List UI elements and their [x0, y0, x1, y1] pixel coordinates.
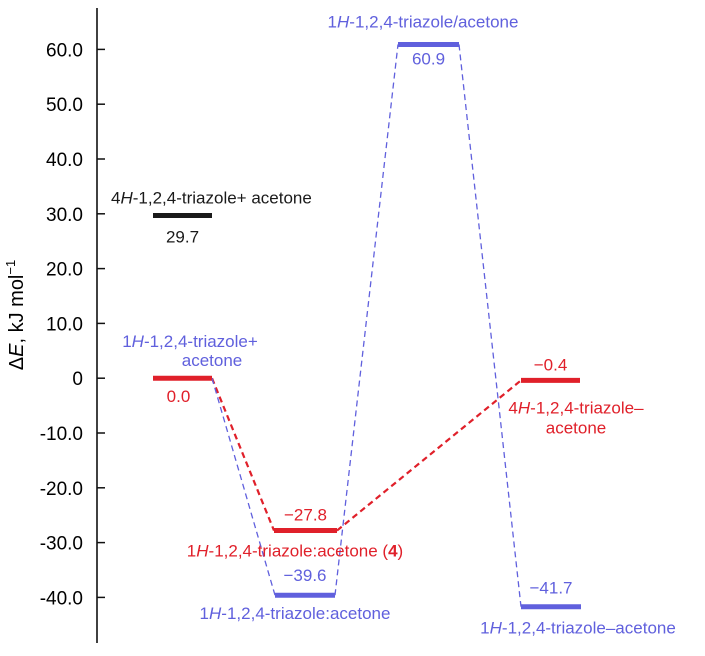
y-tick-label: -40.0: [40, 588, 83, 609]
y-tick-label: 10.0: [46, 314, 83, 335]
y-tick-label: 50.0: [46, 95, 83, 116]
level-value-1h-complex-4: −27.8: [284, 506, 327, 525]
connector-1h-sep-to-1h-complex-4: [210, 377, 276, 531]
level-value-1h-ts: 60.9: [412, 49, 445, 68]
y-tick-label: 30.0: [46, 205, 83, 226]
connector-1h-sep-to-1h-complex-b: [211, 378, 276, 596]
y-tick-label: -20.0: [40, 479, 83, 500]
connector-1h-complex-4-to-4h-complex: [336, 379, 522, 532]
level-name-4h-complex: 4H-1,2,4-triazole–: [508, 398, 644, 417]
level-name-line2-1h-sep: acetone: [182, 351, 243, 370]
level-name-1h-complex-b: 1H-1,2,4-triazole:acetone: [200, 604, 391, 623]
connector-1h-ts-to-1h-complex-c: [458, 44, 522, 607]
y-tick-label: 0: [72, 369, 83, 390]
y-tick-label: -30.0: [40, 534, 83, 555]
connector-1h-complex-b-to-1h-ts: [334, 44, 399, 596]
y-tick-label: 20.0: [46, 260, 83, 281]
y-axis-title: ΔE, kJ mol−1: [3, 260, 28, 370]
y-tick-label: 60.0: [46, 40, 83, 61]
y-tick-label: -10.0: [40, 424, 83, 445]
level-name-1h-ts: 1H-1,2,4-triazole/acetone: [328, 12, 519, 31]
level-value-1h-complex-c: −41.7: [529, 579, 572, 598]
level-value-1h-complex-b: −39.6: [283, 566, 326, 585]
level-name-1h-complex-4: 1H-1,2,4-triazole:acetone (4): [187, 542, 403, 561]
level-value-1h-sep: 0.0: [167, 387, 191, 406]
level-name-1h-complex-c: 1H-1,2,4-triazole–acetone: [480, 619, 676, 638]
level-name-line2-4h-complex: acetone: [546, 418, 607, 437]
level-name-1h-sep: 1H-1,2,4-triazole+: [122, 332, 258, 351]
y-tick-label: 40.0: [46, 150, 83, 171]
level-name-4h-sep: 4H-1,2,4-triazole+ acetone: [111, 188, 312, 207]
level-value-4h-sep: 29.7: [166, 227, 199, 246]
level-value-4h-complex: −0.4: [534, 355, 568, 374]
